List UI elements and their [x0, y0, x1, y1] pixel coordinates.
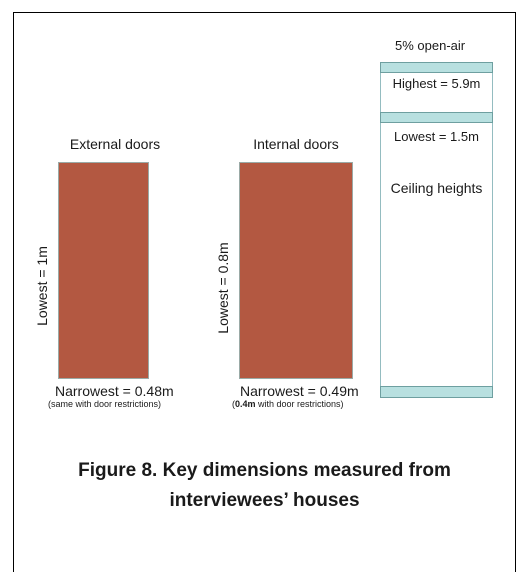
figure-caption: Figure 8. Key dimensions measured from i…: [13, 456, 516, 516]
internal-door-height-label: Lowest = 0.8m: [215, 242, 231, 334]
lowest-label: Lowest = 1.5m: [394, 129, 479, 144]
caption-line-2: interviewees’ houses: [169, 490, 360, 511]
figure-frame: [13, 12, 516, 572]
caption-line-1: Figure 8. Key dimensions measured from: [78, 460, 451, 481]
external-door-rect: [58, 162, 149, 379]
internal-door-note: (0.4m with door restrictions): [232, 399, 344, 409]
middle-band: [380, 112, 493, 123]
external-door-note: (same with door restrictions): [48, 399, 162, 409]
open-air-note: 5% open-air: [395, 38, 466, 53]
internal-door-note-bold: 0.4m: [235, 399, 256, 409]
internal-door-width-label: Narrowest = 0.49m: [240, 383, 359, 399]
ceiling-title: Ceiling heights: [390, 180, 483, 196]
internal-doors-title: Internal doors: [253, 136, 339, 152]
highest-label: Highest = 5.9m: [392, 76, 481, 91]
internal-door-note-open: (: [232, 399, 235, 409]
internal-door-rect: [239, 162, 353, 379]
external-door-width-label: Narrowest = 0.48m: [55, 383, 174, 399]
bottom-band: [380, 386, 493, 398]
top-band: [380, 62, 493, 73]
internal-door-note-rest: with door restrictions): [255, 399, 344, 409]
external-doors-title: External doors: [69, 136, 161, 152]
external-door-height-label: Lowest = 1m: [34, 246, 50, 326]
